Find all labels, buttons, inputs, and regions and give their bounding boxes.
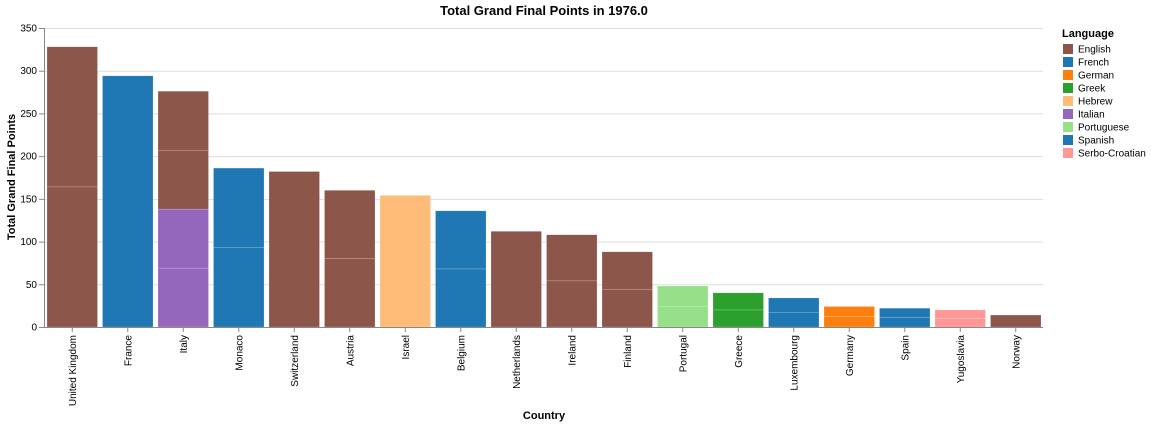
legend-swatch xyxy=(1063,44,1073,54)
bar-segment xyxy=(823,306,875,317)
x-tick-label: Netherlands xyxy=(512,335,523,389)
bar-segment xyxy=(823,316,875,328)
x-tick-label: Switzerland xyxy=(290,335,301,387)
bar-segment xyxy=(546,280,598,328)
x-tick-label: Ireland xyxy=(567,335,578,366)
y-tick-label: 200 xyxy=(20,152,37,163)
x-tick-label: Spain xyxy=(900,335,911,361)
x-tick-label: Belgium xyxy=(456,335,467,371)
legend-swatch xyxy=(1063,57,1073,67)
bar-segment xyxy=(157,149,209,210)
y-tick-label: 350 xyxy=(20,24,37,35)
bar-segment xyxy=(46,46,98,188)
bar-segment xyxy=(934,318,986,328)
x-tick-label: United Kingdom xyxy=(68,335,79,406)
bar-segment xyxy=(934,309,986,319)
y-tick-label: 150 xyxy=(20,194,37,205)
legend-label: Spanish xyxy=(1078,136,1114,147)
bar-segment xyxy=(213,247,265,328)
y-tick-label: 100 xyxy=(20,237,37,248)
x-tick-label: Monaco xyxy=(234,335,245,371)
bar-segment xyxy=(768,312,820,328)
x-tick-label: France xyxy=(123,335,134,367)
bar-segment xyxy=(379,195,431,328)
x-tick-label: Finland xyxy=(623,335,634,368)
legend-swatch xyxy=(1063,148,1073,158)
x-tick-label: Portugal xyxy=(678,335,689,372)
x-tick-label: Yugoslavia xyxy=(956,335,967,384)
bar-segment xyxy=(435,210,487,270)
legend-label: French xyxy=(1078,58,1109,69)
bar-segment xyxy=(324,258,376,328)
chart-title: Total Grand Final Points in 1976.0 xyxy=(440,3,648,18)
legend: Language English French German Greek Hebrew I… xyxy=(1062,28,1146,160)
legend-label: Greek xyxy=(1078,84,1106,95)
x-tick-label: Italy xyxy=(179,335,190,353)
bar-segment xyxy=(213,167,265,248)
legend-swatch xyxy=(1063,135,1073,145)
y-tick-label: 300 xyxy=(20,66,37,77)
bars-layer xyxy=(46,46,1042,328)
legend-title: Language xyxy=(1062,28,1114,40)
legend-label: English xyxy=(1078,45,1111,56)
bar-segment xyxy=(990,314,1042,328)
x-axis: United Kingdom France Italy Monaco Switzerla… xyxy=(44,327,1043,406)
x-tick-label: Greece xyxy=(734,335,745,368)
bar-segment xyxy=(546,234,598,282)
bar-segment xyxy=(879,307,931,318)
legend-label: Italian xyxy=(1078,110,1105,121)
x-tick-label: Luxembourg xyxy=(789,335,800,391)
legend-label: Serbo-Croatian xyxy=(1078,149,1146,160)
bar-segment xyxy=(46,186,98,328)
bar-segment xyxy=(268,171,320,328)
y-axis: 0 50 100 150 200 250 300 350 xyxy=(20,24,45,334)
legend-swatch xyxy=(1063,96,1073,106)
legend-label: Portuguese xyxy=(1078,123,1130,134)
bar-segment xyxy=(490,231,542,328)
y-tick-label: 250 xyxy=(20,109,37,120)
grid-layer xyxy=(44,28,1043,328)
x-tick-label: Israel xyxy=(401,335,412,359)
legend-swatch xyxy=(1063,70,1073,80)
legend-label: Hebrew xyxy=(1078,97,1113,108)
bar-segment xyxy=(601,289,653,328)
bar-segment xyxy=(601,251,653,290)
x-axis-title: Country xyxy=(523,410,566,422)
legend-label: German xyxy=(1078,71,1114,82)
bar-segment xyxy=(879,317,931,328)
y-tick-label: 50 xyxy=(26,280,38,291)
bar-segment xyxy=(102,75,154,328)
bar-segment xyxy=(324,190,376,259)
bar-segment xyxy=(157,90,209,151)
y-tick-label: 0 xyxy=(31,323,37,334)
bar-segment xyxy=(435,268,487,328)
legend-swatch xyxy=(1063,122,1073,132)
bar-segment xyxy=(768,297,820,313)
legend-swatch xyxy=(1063,109,1073,119)
x-tick-label: Austria xyxy=(345,335,356,367)
bar-segment xyxy=(712,309,764,328)
bar-segment xyxy=(657,285,709,307)
bar-segment xyxy=(712,292,764,311)
legend-swatch xyxy=(1063,83,1073,93)
x-tick-label: Germany xyxy=(845,335,856,376)
x-tick-label: Norway xyxy=(1011,335,1022,369)
y-axis-title: Total Grand Final Points xyxy=(6,114,18,240)
bar-segment xyxy=(157,208,209,269)
bar-segment xyxy=(657,306,709,328)
bar-segment xyxy=(157,267,209,328)
